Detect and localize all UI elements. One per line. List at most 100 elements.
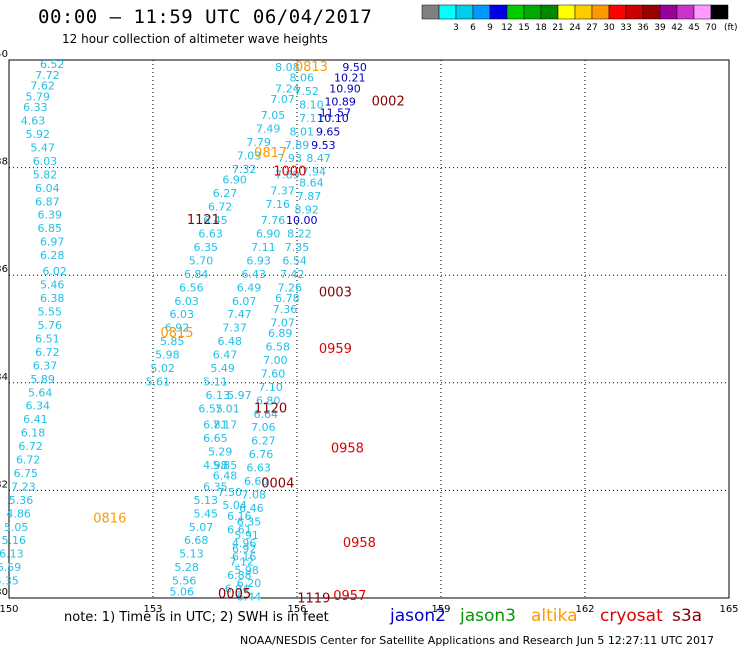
wave-height-value: 5.02 [150, 362, 175, 375]
wave-height-value: 6.72 [18, 440, 43, 453]
wave-height-value: 6.80 [256, 394, 281, 407]
wave-height-value: 5.56 [172, 575, 197, 588]
wave-height-value: 6.63 [198, 228, 223, 241]
y-tick-label: 32 [0, 479, 8, 490]
wave-height-value: 7.47 [227, 308, 252, 321]
wave-height-value: 6.88 [227, 569, 252, 582]
wave-height-value: 8.01 [290, 125, 315, 138]
wave-height-value: 7.08 [242, 488, 267, 501]
wave-height-value: 6.55 [198, 402, 223, 415]
track-time-label: 0004 [261, 477, 294, 492]
colorbar-label: 18 [535, 23, 547, 33]
wave-height-value: 7.07 [270, 316, 295, 329]
colorbar-swatch [506, 4, 525, 20]
wave-height-value: 6.44 [237, 591, 262, 604]
credit-line: NOAA/NESDIS Center for Satellite Applica… [240, 634, 715, 647]
colorbar-swatch [676, 4, 695, 20]
wave-height-value: 7.01 [215, 402, 240, 415]
wave-height-value: 5.05 [4, 521, 29, 534]
wave-height-value: 6.92 [232, 542, 257, 555]
wave-height-value: 5.98 [155, 349, 180, 362]
wave-height-value: 8.22 [287, 228, 312, 241]
track-time-label: 0958 [343, 536, 376, 551]
y-tick-label: 36 [0, 264, 8, 275]
chart-subtitle: 12 hour collection of altimeter wave hei… [62, 32, 328, 46]
wave-height-value: 7.42 [280, 268, 305, 281]
wave-height-value: 7.62 [30, 80, 55, 93]
colorbar-swatch [523, 4, 542, 20]
legend-jason3: jason3 [460, 606, 516, 626]
wave-height-value: 5.29 [208, 445, 233, 458]
wave-height-value: 6.13 [206, 389, 231, 402]
wave-height-value: 6.51 [35, 332, 60, 345]
x-tick-label: 156 [287, 604, 306, 615]
wave-height-value: 10.89 [324, 96, 356, 109]
wave-height-value: 6.72 [208, 201, 233, 214]
wave-height-value: 6.43 [242, 268, 267, 281]
wave-height-value: 5.76 [38, 319, 63, 332]
wave-height-value: 6.03 [33, 155, 58, 168]
wave-height-value: 4.98 [203, 459, 228, 472]
track-time-label: 0817 [254, 146, 287, 161]
wave-height-value: 7.26 [278, 281, 303, 294]
wave-height-value: 6.94 [225, 583, 250, 596]
wave-height-value: 6.76 [249, 448, 274, 461]
y-tick-label: 40 [0, 49, 8, 60]
colorbar-label: 6 [470, 23, 476, 33]
track-time-label: 1119 [297, 591, 330, 606]
wave-height-value: 6.35 [194, 241, 219, 254]
colorbar-label: 12 [501, 23, 512, 33]
wave-height-value: 7.11 [299, 112, 324, 125]
wave-height-value: 7.03 [237, 150, 262, 163]
track-time-label: 1000 [273, 165, 306, 180]
colorbar-swatch [540, 4, 559, 20]
wave-height-value: 7.50 [218, 486, 243, 499]
wave-height-value: 6.16 [227, 510, 252, 523]
wave-height-value: 7.11 [251, 241, 276, 254]
track-time-label: 1121 [187, 213, 220, 228]
wave-height-value: 8.64 [299, 176, 324, 189]
colorbar-label: 39 [654, 23, 666, 33]
wave-height-value: 6.58 [266, 341, 291, 354]
legend-cryosat: cryosat [600, 606, 663, 626]
colorbar-label: 3 [453, 23, 459, 33]
x-tick-label: 162 [575, 604, 594, 615]
track-time-label: 0957 [333, 589, 366, 604]
wave-height-value: 6.04 [35, 182, 60, 195]
wave-height-value: 5.13 [179, 548, 204, 561]
wave-height-value: 6.18 [21, 427, 46, 440]
wave-height-value: 4.86 [6, 507, 31, 520]
wave-height-value: 7.89 [285, 139, 310, 152]
wave-height-value: 6.35 [0, 575, 19, 588]
y-tick-label: 34 [0, 372, 8, 383]
wave-height-value: 6.46 [239, 502, 264, 515]
wave-height-value: 5.28 [174, 561, 199, 574]
colorbar-label: 33 [620, 23, 631, 33]
wave-height-value: 11.57 [320, 106, 352, 119]
wave-height-value: 5.07 [189, 521, 214, 534]
wave-height-value: 6.89 [268, 327, 293, 340]
wave-height-value: 6.59 [0, 561, 21, 574]
colorbar-label: 21 [552, 23, 563, 33]
wave-height-value: 6.16 [232, 550, 257, 563]
track-time-label: 0002 [372, 95, 405, 110]
wave-height-value: 9.53 [311, 139, 336, 152]
wave-height-value: 6.35 [237, 515, 262, 528]
wave-height-value: 7.32 [232, 163, 257, 176]
wave-height-value: 6.85 [38, 222, 63, 235]
wave-height-value: 7.05 [261, 109, 286, 122]
colorbar-swatch [489, 4, 508, 20]
colorbar-swatch [625, 4, 644, 20]
wave-height-value: 5.49 [210, 362, 235, 375]
colorbar-label: 70 [705, 23, 717, 33]
wave-height-value: 4.63 [21, 115, 46, 128]
wave-height-value: 8.47 [306, 152, 331, 165]
wave-height-value: 6.63 [246, 462, 271, 475]
wave-height-value: 8.92 [294, 203, 319, 216]
wave-height-value: 6.87 [35, 195, 60, 208]
y-tick-label: 38 [0, 157, 8, 168]
wave-height-value: 6.07 [232, 295, 257, 308]
wave-height-value: 7.94 [302, 166, 327, 179]
wave-height-value: 7.76 [261, 214, 286, 227]
